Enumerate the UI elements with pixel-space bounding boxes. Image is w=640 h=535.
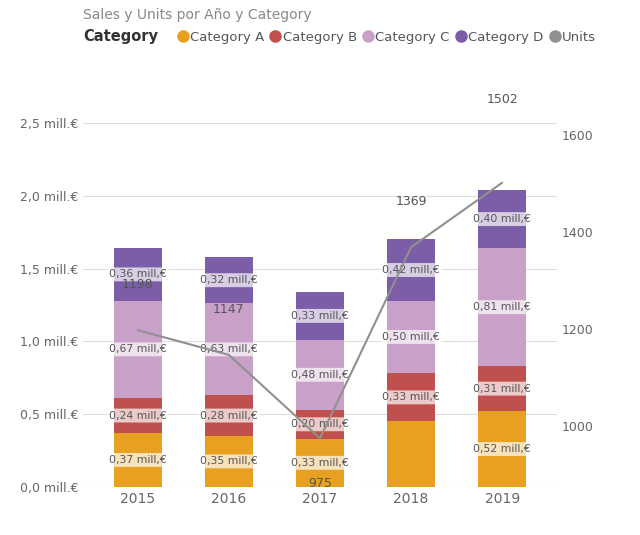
Text: 0,28 mill,€: 0,28 mill,€ (200, 410, 258, 421)
Bar (205, 436, 253, 487)
Text: Category: Category (83, 29, 158, 44)
Bar (205, 395, 253, 436)
Bar (387, 301, 435, 373)
Bar (296, 439, 344, 487)
Text: 0,33 mill,€: 0,33 mill,€ (291, 458, 349, 468)
Text: 0,67 mill,€: 0,67 mill,€ (109, 345, 167, 354)
Text: 975: 975 (308, 477, 332, 490)
Text: Sales y Units por Año y Category: Sales y Units por Año y Category (83, 8, 312, 22)
Legend: Category A, Category B, Category C, Category D, Units: Category A, Category B, Category C, Cate… (179, 30, 596, 44)
Text: 0,81 mill,€: 0,81 mill,€ (473, 302, 531, 312)
Bar (205, 303, 253, 395)
Bar (296, 340, 344, 410)
Bar (479, 366, 526, 411)
Bar (387, 240, 435, 301)
Bar (479, 190, 526, 248)
Text: 1369: 1369 (396, 195, 427, 208)
Text: 0,37 mill,€: 0,37 mill,€ (109, 455, 167, 465)
Bar (387, 422, 435, 487)
Text: 0,48 mill,€: 0,48 mill,€ (291, 370, 349, 380)
Text: 0,31 mill,€: 0,31 mill,€ (473, 384, 531, 394)
Bar (114, 398, 161, 433)
Text: 1502: 1502 (486, 93, 518, 106)
Text: 1198: 1198 (122, 278, 154, 291)
Text: 0,20 mill,€: 0,20 mill,€ (291, 419, 349, 429)
Text: 0,32 mill,€: 0,32 mill,€ (200, 275, 258, 285)
Text: 0,52 mill,€: 0,52 mill,€ (473, 444, 531, 454)
Text: 0,33 mill,€: 0,33 mill,€ (382, 392, 440, 402)
Bar (296, 410, 344, 439)
Text: 0,33 mill,€: 0,33 mill,€ (291, 311, 349, 321)
Bar (114, 433, 161, 487)
Text: 0,36 mill,€: 0,36 mill,€ (109, 270, 167, 279)
Text: 0,63 mill,€: 0,63 mill,€ (200, 345, 258, 354)
Bar (114, 248, 161, 301)
Text: 0,24 mill,€: 0,24 mill,€ (109, 410, 167, 421)
Bar (479, 411, 526, 487)
Bar (479, 248, 526, 366)
Bar (205, 257, 253, 303)
Text: 0,40 mill,€: 0,40 mill,€ (473, 214, 531, 224)
Bar (387, 373, 435, 422)
Text: 0,42 mill,€: 0,42 mill,€ (382, 265, 440, 275)
Text: 0,50 mill,€: 0,50 mill,€ (382, 332, 440, 342)
Text: 0,35 mill,€: 0,35 mill,€ (200, 456, 258, 467)
Bar (296, 292, 344, 340)
Bar (114, 301, 161, 398)
Text: 1147: 1147 (213, 303, 244, 316)
